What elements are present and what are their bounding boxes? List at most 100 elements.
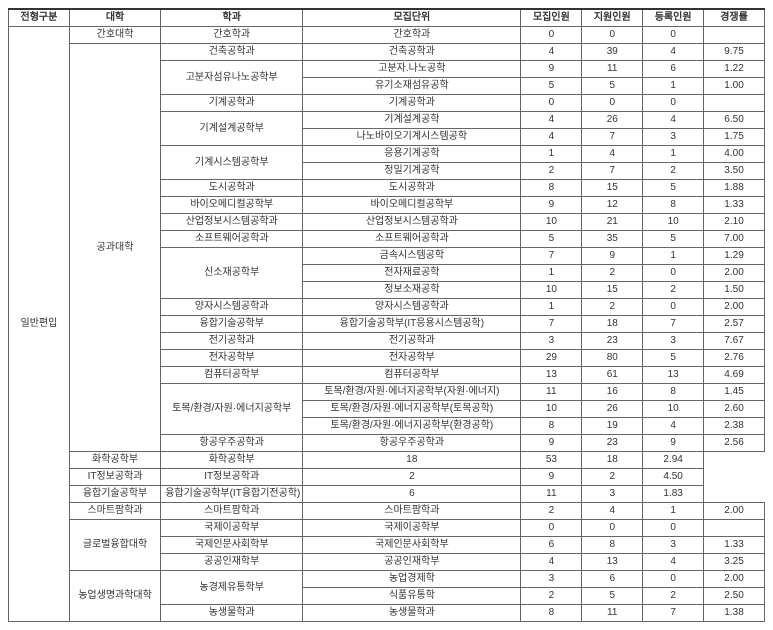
cell-ratio: 2.50: [704, 588, 765, 605]
cell-dept: 항공우주공학과: [161, 435, 303, 452]
cell-ratio: 2.76: [704, 350, 765, 367]
cell-enrolled: 5: [643, 231, 704, 248]
cell-ratio: 1.00: [704, 78, 765, 95]
cell-capacity: 2: [521, 503, 582, 520]
cell-capacity: 1: [521, 299, 582, 316]
cell-applicants: 0: [582, 520, 643, 537]
cell-capacity: 10: [521, 282, 582, 299]
cell-enrolled: 5: [643, 180, 704, 197]
cell-unit: 농업경제학: [303, 571, 521, 588]
cell-unit: 산업정보시스템공학과: [303, 214, 521, 231]
cell-enrolled: 3: [643, 537, 704, 554]
cell-dept: 도시공학과: [161, 180, 303, 197]
cell-dept: 기계설계공학부: [161, 112, 303, 146]
cell-enrolled: 10: [643, 401, 704, 418]
cell-unit: 항공우주공학과: [303, 435, 521, 452]
cell-capacity: 1: [521, 146, 582, 163]
cell-dept: 농경제유통학부: [161, 571, 303, 605]
cell-unit: 기계공학과: [303, 95, 521, 112]
cell-enrolled: 8: [643, 197, 704, 214]
cell-ratio: 1.83: [643, 486, 704, 503]
cell-ratio: [704, 27, 765, 44]
cell-applicants: 80: [582, 350, 643, 367]
cell-enrolled: 2: [643, 282, 704, 299]
cell-ratio: 7.67: [704, 333, 765, 350]
cell-unit: 소프트웨어공학과: [303, 231, 521, 248]
cell-ratio: 3.25: [704, 554, 765, 571]
cell-unit: 컴퓨터공학부: [303, 367, 521, 384]
cell-enrolled: 2: [643, 163, 704, 180]
cell-capacity: 9: [521, 61, 582, 78]
cell-dept: 스마트팜학과: [161, 503, 303, 520]
cell-unit: 융합기술공학부(IT융합기전공학): [161, 486, 303, 503]
cell-dept: 바이오메디컬공학부: [161, 197, 303, 214]
cell-enrolled: 1: [643, 78, 704, 95]
cell-applicants: 2: [582, 265, 643, 282]
col-applicants: 지원인원: [582, 9, 643, 27]
cell-college: 스마트팜학과: [69, 503, 160, 520]
cell-ratio: 4.50: [643, 469, 704, 486]
cell-applicants: 15: [582, 180, 643, 197]
cell-capacity: 4: [521, 44, 582, 61]
cell-unit: 응용기계공학: [303, 146, 521, 163]
cell-dept: 양자시스템공학과: [161, 299, 303, 316]
cell-college: 간호대학: [69, 27, 160, 44]
cell-unit: 융합기술공학부(IT응용시스템공학): [303, 316, 521, 333]
cell-capacity: 3: [521, 333, 582, 350]
table-body: 일반편입간호대학간호학과간호학과000공과대학건축공학과건축공학과43949.7…: [9, 27, 765, 622]
cell-unit: 국제인문사회학부: [303, 537, 521, 554]
cell-unit: 금속시스템공학: [303, 248, 521, 265]
cell-admission-type: 일반편입: [9, 27, 70, 622]
cell-ratio: 7.00: [704, 231, 765, 248]
cell-college: 공과대학: [69, 44, 160, 452]
cell-enrolled: 5: [643, 350, 704, 367]
col-college: 대학: [69, 9, 160, 27]
cell-capacity: 29: [521, 350, 582, 367]
cell-applicants: 18: [582, 316, 643, 333]
cell-dept: 융합기술공학부: [161, 316, 303, 333]
cell-capacity: 7: [521, 248, 582, 265]
cell-applicants: 13: [582, 554, 643, 571]
cell-enrolled: 0: [643, 27, 704, 44]
table-row: 일반편입간호대학간호학과간호학과000: [9, 27, 765, 44]
cell-dept: 기계공학과: [161, 95, 303, 112]
cell-capacity: 4: [521, 129, 582, 146]
cell-enrolled: 10: [643, 214, 704, 231]
cell-applicants: 61: [582, 367, 643, 384]
cell-capacity: 6: [303, 486, 521, 503]
cell-applicants: 6: [582, 571, 643, 588]
cell-unit: 국제이공학부: [303, 520, 521, 537]
cell-ratio: 2.57: [704, 316, 765, 333]
cell-capacity: 7: [521, 316, 582, 333]
cell-ratio: 1.33: [704, 537, 765, 554]
cell-applicants: 23: [582, 333, 643, 350]
cell-ratio: 2.00: [704, 571, 765, 588]
table-row: 화학공학부화학공학부1853182.94: [9, 452, 765, 469]
cell-ratio: 1.50: [704, 282, 765, 299]
cell-college: 농업생명과학대학: [69, 571, 160, 622]
cell-applicants: 35: [582, 231, 643, 248]
cell-capacity: 4: [521, 554, 582, 571]
cell-dept: 고분자섬유나노공학부: [161, 61, 303, 95]
cell-applicants: 5: [582, 78, 643, 95]
cell-unit: 식품유통학: [303, 588, 521, 605]
cell-ratio: 2.38: [704, 418, 765, 435]
cell-applicants: 7: [582, 163, 643, 180]
cell-unit: 전기공학과: [303, 333, 521, 350]
cell-ratio: 4.69: [704, 367, 765, 384]
cell-enrolled: 7: [643, 605, 704, 622]
cell-dept: 산업정보시스템공학과: [161, 214, 303, 231]
cell-ratio: 2.00: [704, 299, 765, 316]
cell-applicants: 16: [582, 384, 643, 401]
cell-enrolled: 4: [643, 554, 704, 571]
cell-applicants: 21: [582, 214, 643, 231]
cell-ratio: 1.38: [704, 605, 765, 622]
cell-ratio: 9.75: [704, 44, 765, 61]
cell-ratio: 2.00: [704, 265, 765, 282]
cell-applicants: 7: [582, 129, 643, 146]
cell-enrolled: 8: [643, 384, 704, 401]
cell-enrolled: 0: [643, 95, 704, 112]
table-row: 농업생명과학대학농경제유통학부농업경제학3602.00: [9, 571, 765, 588]
cell-dept: 융합기술공학부: [69, 486, 160, 503]
cell-applicants: 9: [521, 469, 582, 486]
